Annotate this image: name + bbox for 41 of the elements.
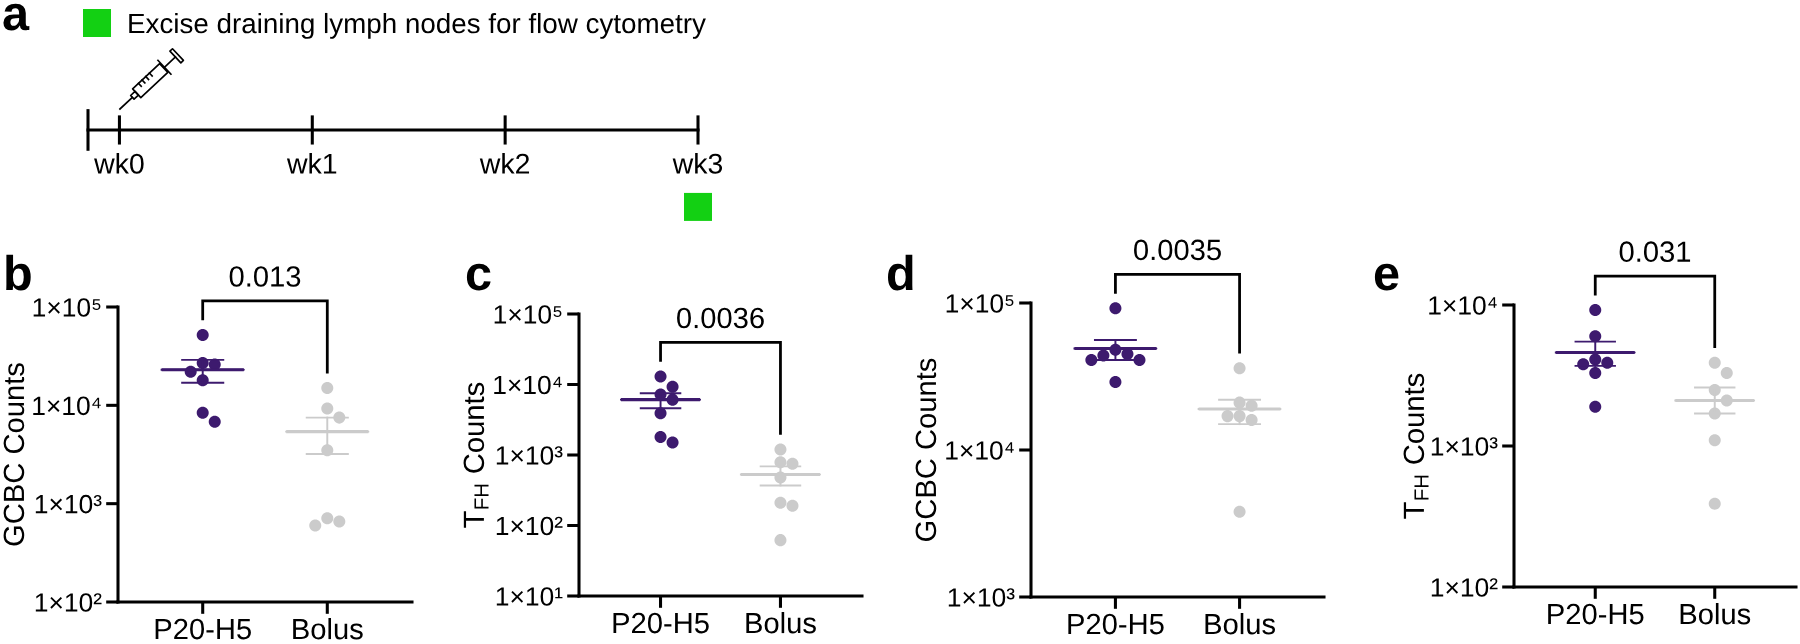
y-tick-label: 1×10³ [496, 446, 563, 465]
x-tick-label: P20-H5 [613, 612, 709, 634]
text: 0.031 [1619, 241, 1691, 263]
y-tick-label: 1×10² [496, 516, 563, 536]
category-label: wk0 [94, 152, 144, 174]
x-tick-label: Bolus [293, 617, 363, 640]
text: 0.0035 [1134, 239, 1221, 261]
text: 0.013 [229, 266, 301, 287]
x-tick-label: P20-H5 [155, 618, 251, 640]
annotation: 0.0036 [677, 307, 764, 329]
x-tick-label: Bolus [1205, 612, 1275, 635]
text: a [3, 3, 30, 31]
y-tick-label: 1×10⁴ [33, 396, 101, 416]
chart-title: d [888, 254, 913, 291]
chart-title: b [6, 254, 31, 291]
y-tick-label: 1×10³ [948, 588, 1015, 607]
y-tick-label: 1×10² [35, 593, 102, 612]
y-tick-label: 1×10⁴ [946, 441, 1014, 460]
y-tick-label: 1×10⁵ [494, 305, 562, 324]
y-tick-label: 1×10¹ [496, 587, 563, 606]
y-axis-title: T$_{FH}$ Counts [463, 382, 489, 528]
y-tick-label: 1×10⁴ [1429, 296, 1497, 315]
category-label: wk1 [286, 152, 337, 174]
y-axis-title: GCBC Counts [3, 363, 25, 546]
text: Excise draining lymph nodes for flow cytometry [129, 12, 706, 39]
y-tick-label: 1×10⁵ [33, 298, 101, 317]
y-tick-label: 1×10⁵ [946, 294, 1014, 313]
chart-title: e [1374, 263, 1399, 291]
y-tick-label: 1×10² [1431, 578, 1498, 597]
category-label: wk3 [672, 152, 723, 174]
x-tick-label: P20-H5 [1068, 613, 1164, 635]
y-tick-label: 1×10³ [1431, 437, 1498, 456]
x-tick-label: Bolus [746, 611, 816, 634]
y-tick-label: 1×10³ [35, 494, 102, 514]
y-tick-label: 1×10⁴ [494, 375, 562, 395]
category-label: wk2 [479, 152, 530, 174]
x-tick-label: Bolus [1680, 602, 1751, 625]
chart-title: c [466, 263, 491, 291]
y-axis-title: GCBC Counts [915, 358, 937, 541]
x-tick-label: P20-H5 [1548, 603, 1644, 625]
y-axis-title: T$_{FH}$ Counts [1403, 373, 1429, 519]
